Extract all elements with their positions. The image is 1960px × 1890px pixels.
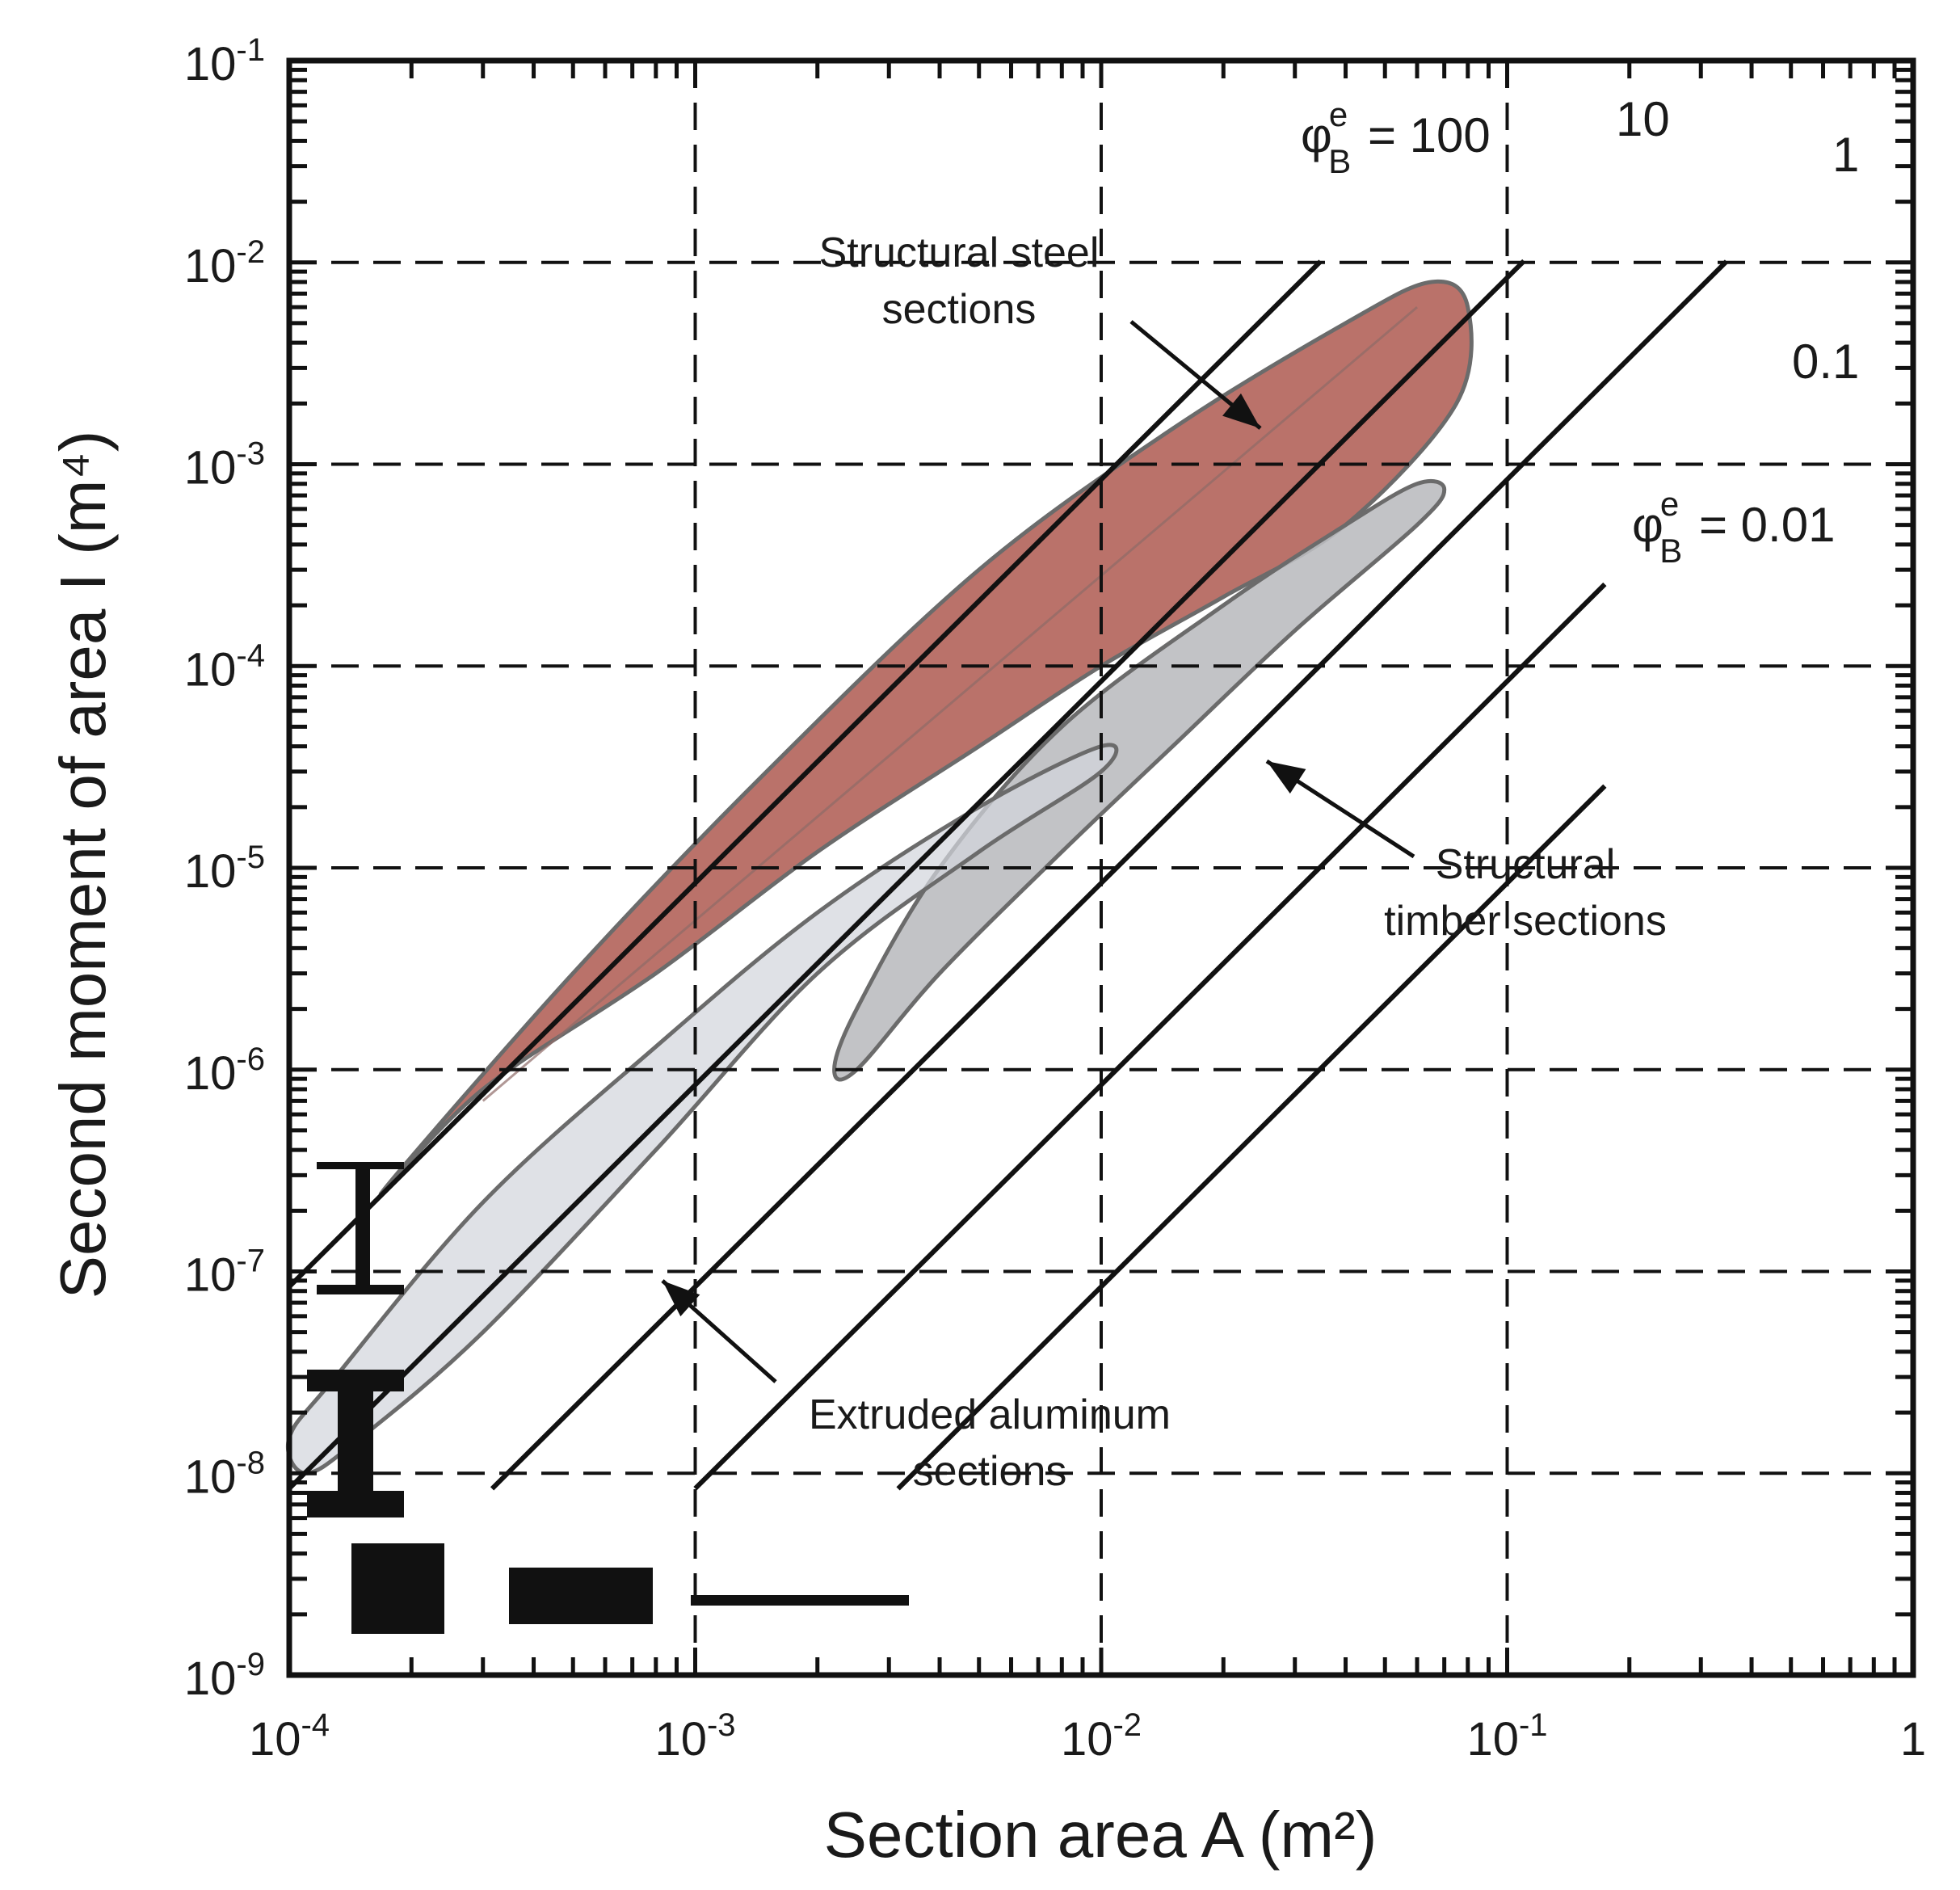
region-label-1-line-1: timber sections xyxy=(1384,898,1667,945)
icons-layer xyxy=(307,1162,909,1634)
guide-label-3: 0.1 xyxy=(1792,335,1859,389)
y-tick-label-2: 10-7 xyxy=(184,1244,265,1302)
grid-layer xyxy=(289,61,1913,1675)
region-label-0-line-1: sections xyxy=(882,286,1037,333)
y-tick-label-1: 10-8 xyxy=(184,1445,265,1503)
y-tick-label-0: 10-9 xyxy=(184,1647,265,1705)
y-axis-title: Second moment of area I (m⁴) xyxy=(47,431,119,1299)
steel-sections-region xyxy=(378,279,1474,1196)
x-tick-label-1: 10-3 xyxy=(654,1707,735,1766)
guide-label-0: φe B = 100 xyxy=(1301,95,1491,180)
region-label-2-line-1: sections xyxy=(913,1448,1067,1495)
flat-plate-section-icon xyxy=(691,1595,909,1606)
plot-frame xyxy=(286,57,1916,1678)
guides-layer xyxy=(287,259,1729,1491)
y-tick-label-6: 10-3 xyxy=(184,436,265,495)
y-tick-label-4: 10-5 xyxy=(184,840,265,898)
labels-layer: 10-4 10-3 10-2 10-1 1 10-9 10-8 10-7 10-6 10-5 10-… xyxy=(184,32,1926,1766)
guide-line-phi-4 xyxy=(896,784,1607,1491)
guide-line-phi-2 xyxy=(490,259,1729,1491)
x-tick-label-2: 10-2 xyxy=(1061,1707,1142,1766)
y-tick-label-5: 10-4 xyxy=(184,638,265,696)
square-section-icon xyxy=(351,1543,444,1634)
regions-layer xyxy=(286,279,1474,1475)
leaders-layer xyxy=(661,320,1415,1383)
x-axis-title: Section area A (m²) xyxy=(824,1799,1377,1871)
x-tick-label-0: 10-4 xyxy=(249,1707,330,1766)
guide-line-phi-0 xyxy=(287,259,1323,1289)
x-tick-label-4: 1 xyxy=(1900,1713,1926,1766)
y-tick-label-7: 10-2 xyxy=(184,234,265,293)
region-label-2-line-0: Extruded aluminum xyxy=(809,1391,1171,1438)
steel-leader-arrow-head xyxy=(1222,393,1260,428)
steel-region-centerline xyxy=(482,306,1418,1102)
guide-label-4: φe B = 0.01 xyxy=(1632,485,1835,570)
region-label-0-line-0: Structural steel xyxy=(819,229,1100,276)
guide-line-phi-3 xyxy=(693,582,1607,1491)
region-label-1-line-0: Structural xyxy=(1436,841,1616,888)
tall-i-beam-icon xyxy=(317,1162,404,1294)
guide-label-2: 1 xyxy=(1832,128,1859,182)
rectangle-section-icon xyxy=(509,1568,653,1624)
short-i-beam-icon xyxy=(307,1370,404,1517)
y-tick-label-3: 10-6 xyxy=(184,1042,265,1100)
y-tick-label-8: 10-1 xyxy=(184,32,265,91)
guide-line-phi-1 xyxy=(287,259,1526,1491)
aluminum-leader-arrow-head xyxy=(662,1281,700,1317)
timber-leader-arrow-head xyxy=(1267,761,1306,794)
x-tick-label-3: 10-1 xyxy=(1466,1707,1547,1766)
ticks-layer xyxy=(287,61,1913,1677)
guide-label-1: 10 xyxy=(1616,92,1670,146)
